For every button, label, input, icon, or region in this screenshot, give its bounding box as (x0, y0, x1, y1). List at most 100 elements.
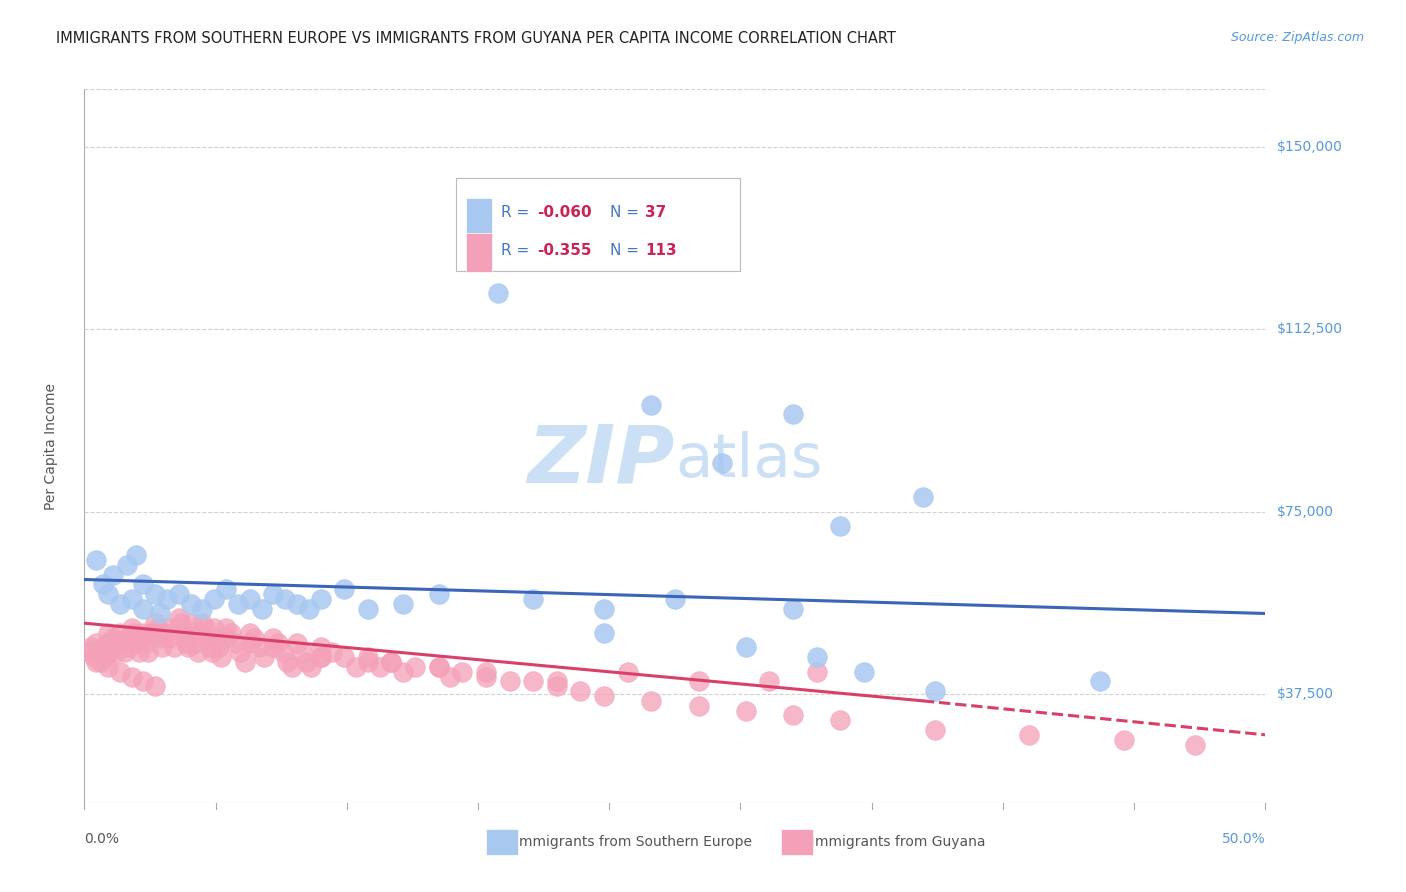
Point (132, 577, 155, 591)
Point (77, 645, 100, 659)
Text: Source: ZipAtlas.com: Source: ZipAtlas.com (1230, 31, 1364, 45)
Point (167, 611, 190, 625)
Point (97, 587, 120, 601)
Point (101, 631, 124, 645)
Point (439, 670, 461, 684)
Text: Immigrants from Guyana: Immigrants from Guyana (811, 835, 986, 849)
Text: 113: 113 (645, 244, 676, 259)
Text: R =: R = (502, 205, 534, 220)
Point (143, 626, 166, 640)
Point (233, 655, 256, 669)
FancyBboxPatch shape (465, 233, 492, 272)
Point (299, 660, 322, 674)
Point (616, 665, 638, 679)
Point (226, 597, 249, 611)
Point (156, 621, 179, 635)
Point (202, 591, 225, 606)
Point (298, 601, 321, 615)
Point (1088, 674, 1111, 689)
Point (180, 616, 202, 631)
Point (125, 635, 148, 649)
Point (91, 640, 114, 655)
Point (380, 655, 402, 669)
Point (344, 660, 367, 674)
Point (357, 655, 380, 669)
Point (475, 670, 498, 684)
Point (357, 601, 380, 615)
Point (107, 645, 129, 659)
Point (97, 660, 120, 674)
Point (80, 640, 103, 655)
Point (84, 635, 107, 649)
Point (357, 650, 380, 665)
Text: N =: N = (610, 205, 644, 220)
Point (128, 645, 150, 659)
Point (333, 582, 356, 597)
Point (163, 640, 186, 655)
Point (111, 635, 134, 649)
Point (84, 655, 107, 669)
Point (122, 626, 145, 640)
Point (262, 587, 284, 601)
Point (121, 621, 143, 635)
Point (309, 650, 332, 665)
Point (153, 626, 176, 640)
Point (97, 635, 120, 649)
Point (91, 577, 114, 591)
Point (121, 591, 143, 606)
Point (924, 723, 946, 737)
Point (121, 670, 143, 684)
Point (146, 621, 169, 635)
Point (688, 674, 710, 689)
Point (392, 597, 415, 611)
Point (184, 635, 207, 649)
Point (664, 591, 686, 606)
Point (309, 591, 332, 606)
Point (806, 665, 828, 679)
Text: R =: R = (502, 244, 534, 259)
Point (427, 660, 450, 674)
Point (209, 650, 232, 665)
Point (1112, 732, 1135, 747)
Point (271, 645, 294, 659)
Point (177, 640, 200, 655)
Point (368, 660, 391, 674)
Point (118, 640, 141, 655)
Text: atlas: atlas (675, 431, 823, 490)
Point (309, 640, 332, 655)
Point (139, 626, 162, 640)
Point (852, 665, 875, 679)
Point (451, 665, 474, 679)
Point (262, 640, 284, 655)
Text: $112,500: $112,500 (1277, 323, 1343, 336)
Point (253, 650, 276, 665)
Point (262, 631, 284, 645)
Point (498, 674, 520, 689)
Point (276, 655, 298, 669)
Point (734, 640, 756, 655)
Point (640, 694, 662, 708)
Point (202, 621, 225, 635)
Point (830, 519, 852, 533)
Point (191, 601, 214, 615)
Point (198, 640, 221, 655)
Point (104, 635, 127, 649)
Text: $75,000: $75,000 (1277, 505, 1334, 518)
FancyBboxPatch shape (465, 198, 492, 237)
Point (229, 645, 252, 659)
Point (174, 635, 197, 649)
Point (143, 679, 166, 693)
Point (135, 635, 157, 649)
Point (285, 597, 308, 611)
Point (194, 621, 217, 635)
Point (167, 621, 190, 635)
Point (546, 679, 568, 693)
Point (392, 665, 415, 679)
Point (321, 645, 343, 659)
Point (108, 626, 131, 640)
Point (156, 591, 179, 606)
Point (108, 665, 131, 679)
Point (129, 631, 152, 645)
Point (640, 398, 662, 412)
Point (205, 631, 228, 645)
